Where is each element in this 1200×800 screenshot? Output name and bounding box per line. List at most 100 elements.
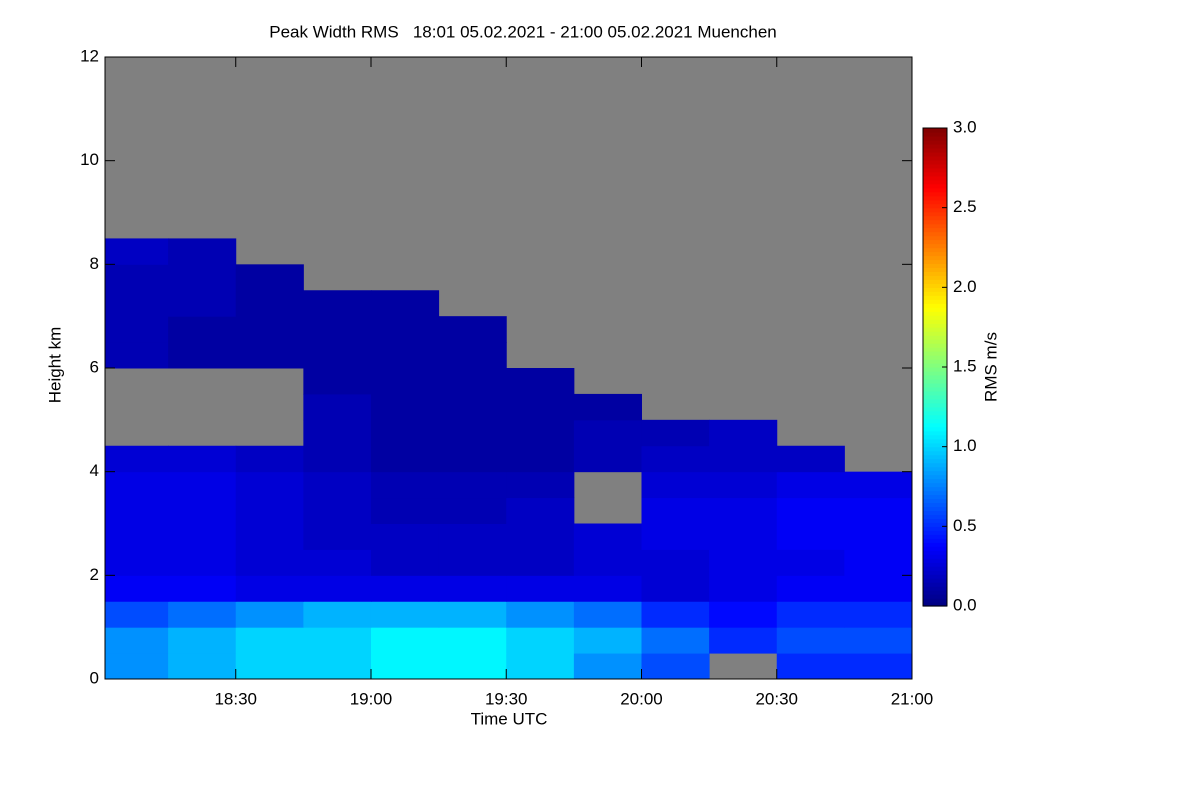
colorbar-swatch [923,422,947,428]
heat-cell [370,497,440,524]
colorbar-swatch [923,414,947,420]
colorbar-swatch [923,466,947,472]
heat-cell [506,653,575,680]
colorbar-swatch [923,351,947,356]
colorbar-swatch [923,418,947,424]
heat-cell [641,497,710,524]
heat-cell [235,523,304,550]
colorbar-swatch [923,183,947,189]
heat-cell [709,445,778,473]
colorbar-swatch [923,550,947,555]
heat-cell [573,549,642,576]
heat-cell [844,627,913,654]
colorbar-swatch [923,482,947,488]
colorbar-swatch [923,215,947,221]
colorbar-swatch [923,247,947,253]
colorbar-swatch [923,462,947,468]
heat-cell [844,575,913,602]
heat-cell [641,471,710,499]
heat-cell [709,627,778,654]
heat-cell [776,575,845,602]
heat-cell [506,419,575,447]
heat-cell [168,601,237,628]
heat-cell [438,342,507,369]
heat-cell [438,601,507,628]
colorbar-swatch [923,128,947,133]
colorbar-swatch [923,458,947,464]
heat-cell [844,601,913,628]
heat-cell [168,445,237,473]
y-axis-label: Height km [45,327,64,404]
colorbar-swatch [923,510,947,515]
colorbar-swatch [923,526,947,531]
y-tick-label: 8 [90,254,99,273]
colorbar-tick-label: 1.0 [953,436,977,455]
colorbar-swatch [923,231,947,237]
heat-cell [641,419,710,447]
y-tick-label: 0 [90,668,99,687]
colorbar-tick-label: 2.5 [953,197,977,216]
heat-cell [709,523,778,550]
heat-cell [370,316,440,343]
colorbar-swatch [923,331,947,336]
heat-cell [776,653,845,680]
heat-cell [844,471,913,499]
heat-cell [105,342,169,369]
colorbar-swatch [923,470,947,476]
colorbar-swatch [923,171,947,177]
colorbar-swatch [923,147,947,153]
colorbar-swatch [923,602,947,607]
colorbar-swatch [923,167,947,173]
heat-cell [776,471,845,499]
heat-cell [573,627,642,654]
heat-cell [370,342,440,369]
heat-cell [438,575,507,602]
colorbar-swatch [923,426,947,432]
heat-cell [506,393,575,421]
heat-cell [506,627,575,654]
heat-cell [168,627,237,654]
heat-cell [709,497,778,524]
heat-cell [303,316,372,343]
heat-cell [105,523,169,550]
heat-cell [303,393,372,421]
heat-cell [370,549,440,576]
colorbar-swatch [923,295,947,300]
heat-cell [844,497,913,524]
colorbar-tick-label: 2.0 [953,277,977,296]
heat-cell [303,342,372,369]
colorbar-swatch [923,223,947,229]
colorbar-swatch [923,323,947,328]
heat-cell [641,653,710,680]
colorbar-tick-label: 0.0 [953,595,977,614]
colorbar-swatch [923,259,947,265]
colorbar-swatch [923,191,947,197]
heat-cell [168,523,237,550]
heat-cell [168,653,237,680]
heat-cell [303,368,372,395]
heat-cell [168,238,237,265]
colorbar-swatch [923,367,947,372]
heat-cell [844,653,913,680]
y-tick-label: 2 [90,565,99,584]
colorbar-swatch [923,131,947,137]
heat-cell [641,523,710,550]
colorbar-swatch [923,450,947,456]
colorbar-swatch [923,299,947,304]
colorbar-swatch [923,163,947,169]
heat-cell [573,575,642,602]
heat-cell [235,342,304,369]
colorbar-swatch [923,374,947,380]
heat-cell [438,523,507,550]
heat-cell [303,575,372,602]
colorbar-swatch [923,363,947,368]
heat-cell [303,471,372,499]
colorbar-tick-label: 1.5 [953,356,977,375]
colorbar-swatch [923,474,947,480]
colorbar-swatch [923,538,947,543]
colorbar-swatch [923,554,947,559]
colorbar-swatch [923,143,947,149]
heat-cell [641,549,710,576]
heat-cell [506,368,575,395]
colorbar-swatch [923,578,947,583]
